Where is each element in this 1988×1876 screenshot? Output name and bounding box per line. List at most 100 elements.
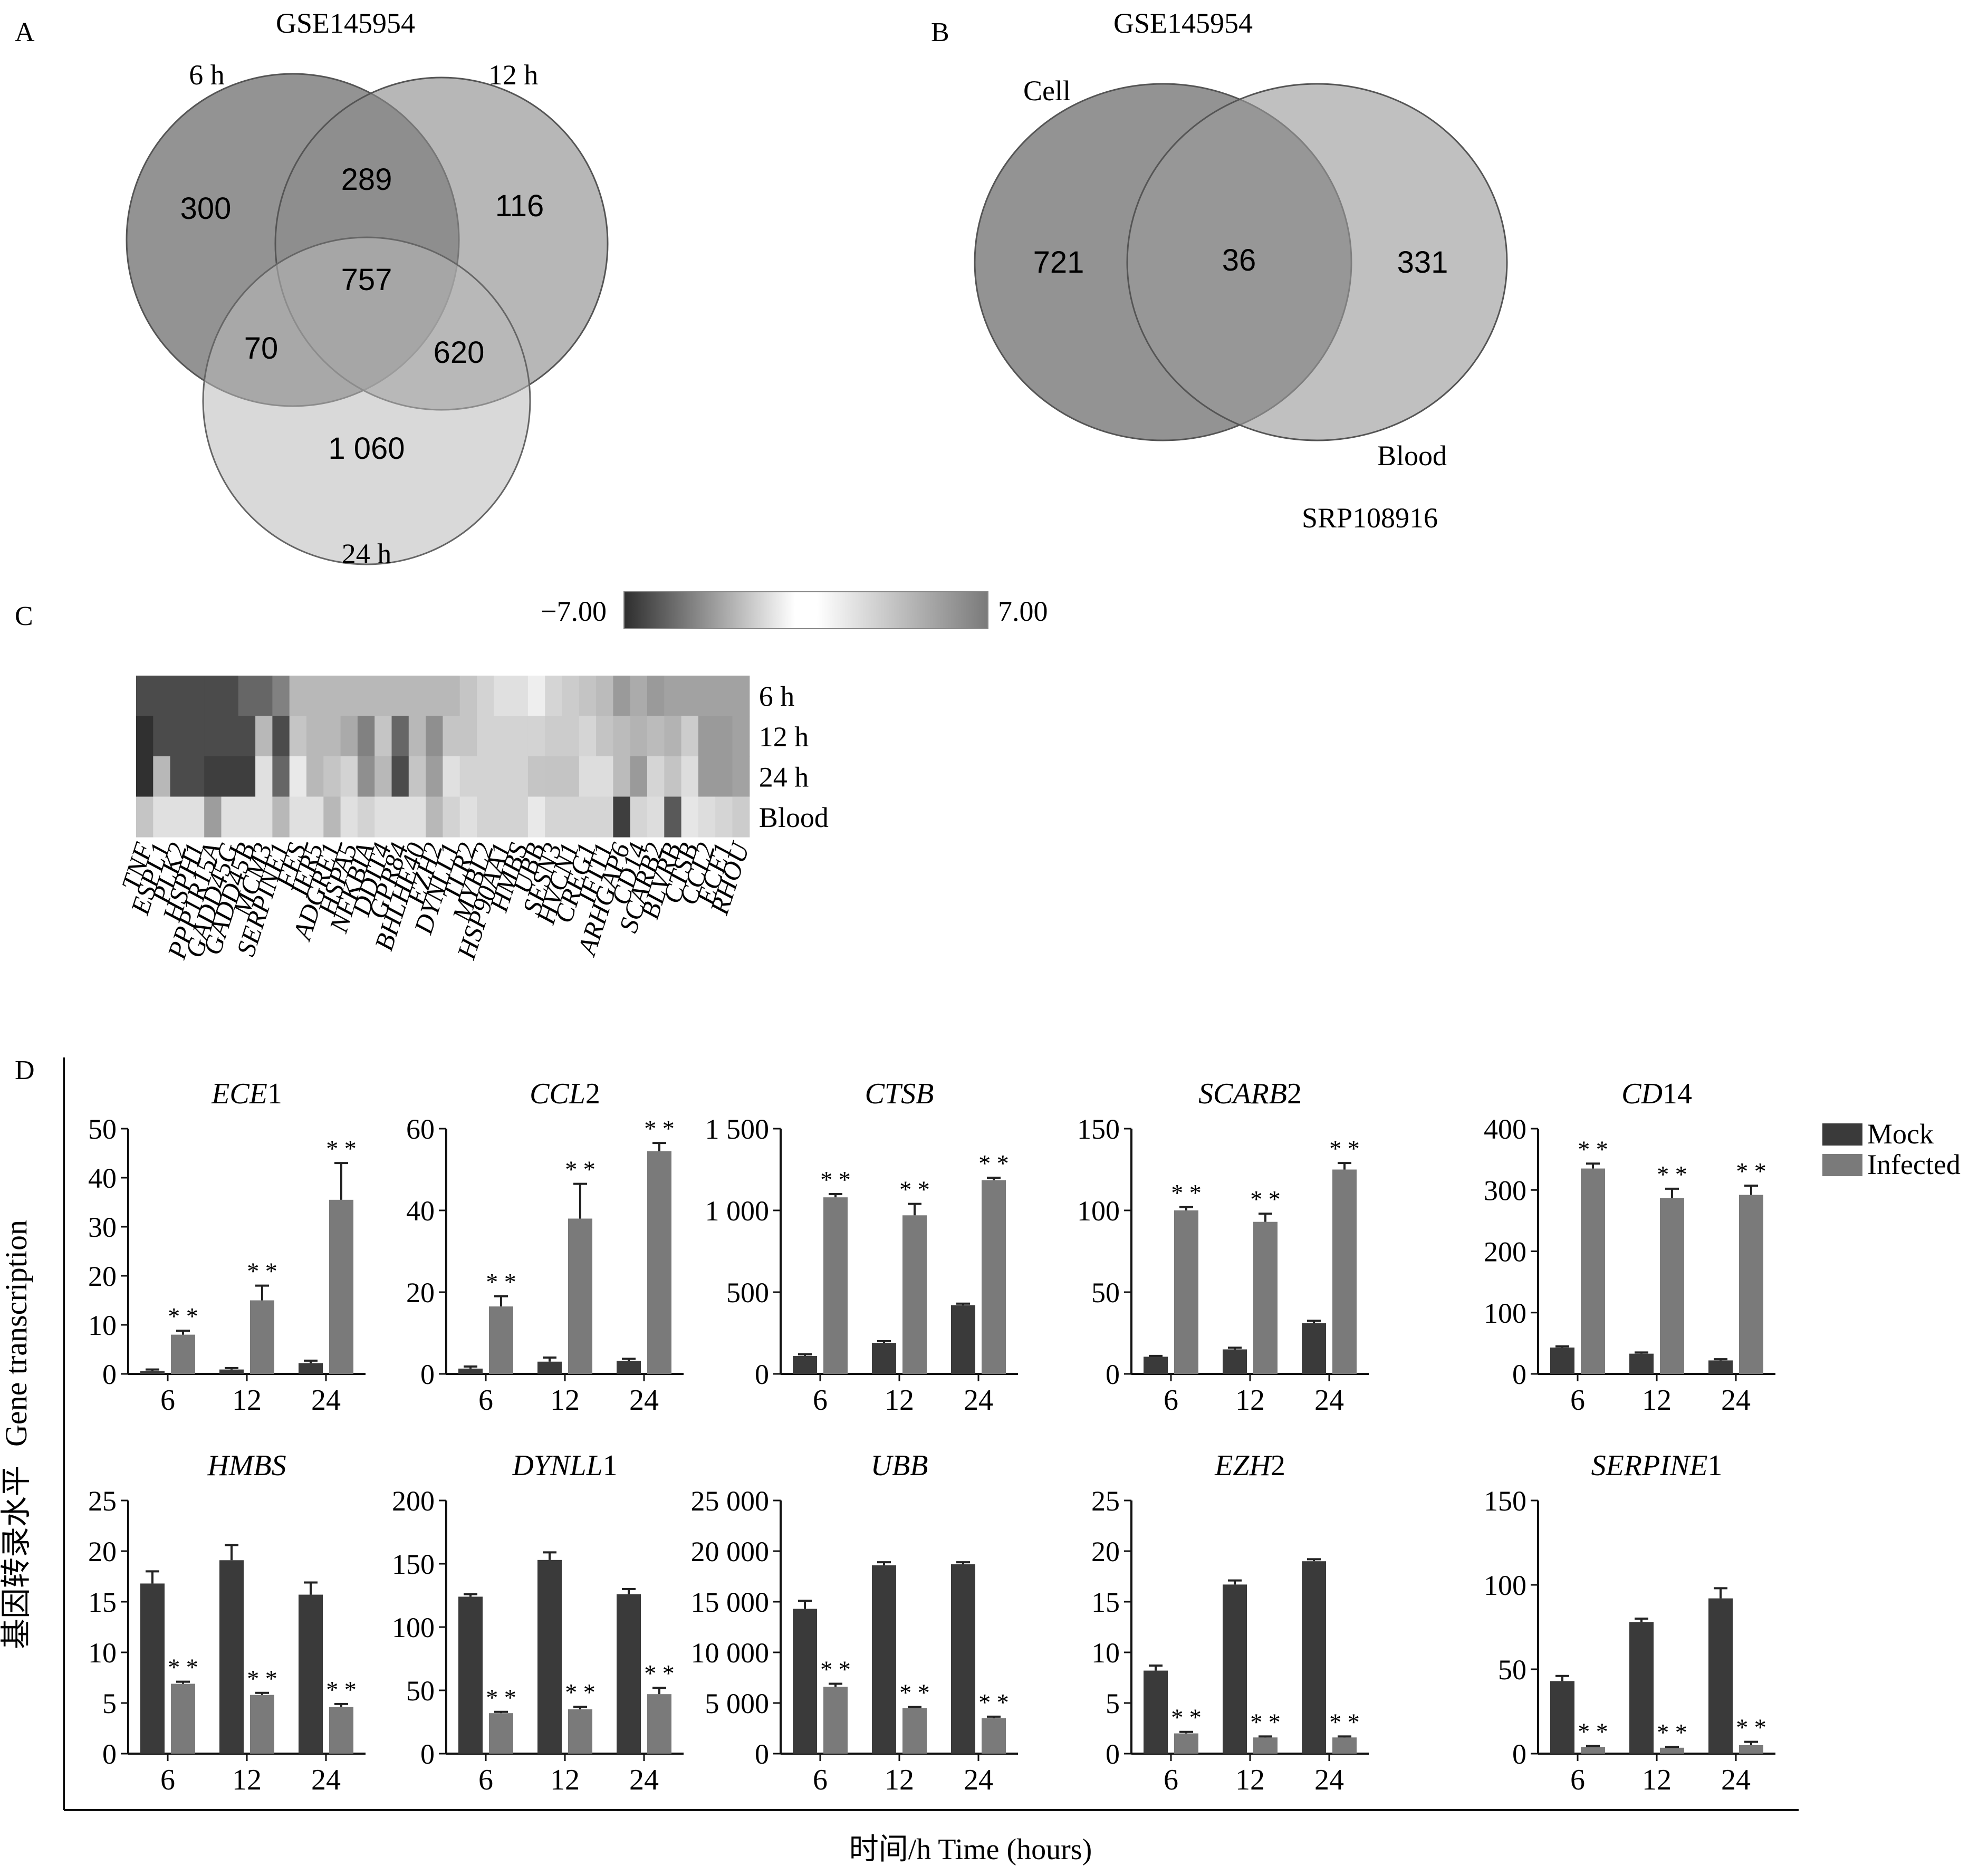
significance-marker: * * [820,1166,851,1193]
bar-chart: DYNLL1 0 50 100 150 200 6 * * 12 * * 24 * * [392,1449,684,1796]
heatmap-cell [255,676,273,717]
heatmap-cells [136,676,750,838]
heatmap-cell [289,796,307,838]
significance-marker: * * [978,1689,1009,1716]
heatmap-cell [459,716,477,757]
significance-marker: * * [326,1135,357,1162]
heatmap-cell [357,676,375,717]
heatmap-cell [306,796,324,838]
bar-mock [219,1560,244,1754]
y-tick-label: 0 [1512,1359,1526,1390]
bar-mock [617,1361,641,1374]
x-tick-label: 24 [311,1764,341,1796]
heatmap-cell [272,796,290,838]
heatmap-cell [698,676,716,717]
heatmap-cell [391,676,409,717]
venn-b-ellipse-blood [1126,83,1508,441]
venn-a-label-24h: 24 h [342,538,392,570]
bar-mock [1144,1357,1168,1374]
bar-chart: SERPINE1 0 50 100 150 6 * * 12 * * 24 * * [1484,1449,1775,1796]
bar-mock [1629,1622,1654,1754]
heatmap-cell [511,796,529,838]
bar-mock [1629,1353,1654,1374]
bar-mock [458,1368,483,1374]
bar-chart-title: UBB [871,1449,928,1482]
significance-marker: * * [899,1176,930,1203]
venn-a-region-only-12h: 116 [495,189,544,223]
x-tick-label: 24 [1721,1764,1751,1796]
heatmap-row-label: 24 h [759,761,809,793]
heatmap-row-label: 12 h [759,721,809,753]
x-tick-label: 6 [1164,1764,1178,1796]
y-tick-label: 50 [88,1113,117,1145]
venn-b-region-blood: 331 [1397,245,1448,280]
heatmap-cell [272,756,290,797]
heatmap-cell [732,716,750,757]
bar-chart: HMBS 0 5 10 15 20 25 6 * * 12 * * 24 * * [88,1449,366,1796]
x-tick-label: 24 [1314,1384,1344,1417]
y-tick-label: 60 [406,1113,435,1145]
significance-marker: * * [486,1684,516,1711]
heatmap-cell [187,716,205,757]
legend-swatch-mock [1822,1123,1862,1146]
bar-chart-title: DYNLL1 [512,1449,617,1482]
significance-marker: * * [1250,1186,1281,1213]
heatmap-cell [238,716,256,757]
y-tick-label: 150 [1077,1113,1120,1145]
heatmap-cell [494,676,512,717]
bar-chart: CD14 0 100 200 300 400 6 * * 12 * * 24 * * [1484,1078,1775,1417]
x-tick-label: 12 [232,1384,262,1417]
heatmap-cell [136,756,153,797]
bar-infected [1332,1169,1357,1374]
x-tick-label: 12 [1235,1384,1265,1417]
y-tick-label: 0 [420,1738,435,1770]
heatmap-cell [477,756,494,797]
heatmap-cell [715,676,733,717]
heatmap-cell [204,796,222,838]
panel-d-letter: D [15,1055,35,1085]
bar-infected [1581,1747,1605,1754]
bar-chart-title: HMBS [207,1449,286,1482]
y-tick-label: 0 [420,1359,435,1390]
significance-marker: * * [1171,1704,1202,1731]
x-tick-label: 12 [885,1764,914,1796]
heatmap-cell [153,756,171,797]
bar-chart-title: EZH2 [1214,1449,1285,1482]
venn-a-region-only-6h: 300 [180,191,232,226]
bar-infected [1739,1745,1763,1754]
significance-marker: * * [247,1258,277,1285]
significance-marker: * * [326,1676,357,1703]
heatmap-cell [715,796,733,838]
significance-marker: * * [247,1665,277,1692]
x-tick-label: 12 [550,1764,580,1796]
significance-marker: * * [1250,1708,1281,1735]
heatmap-cell [664,716,682,757]
bar-infected [902,1215,927,1374]
heatmap-cell [715,756,733,797]
heatmap-cell [136,796,153,838]
bar-chart-title: CTSB [865,1078,934,1110]
bar-mock [793,1355,817,1374]
x-tick-label: 24 [311,1384,341,1417]
legend-swatch-infected [1822,1154,1862,1176]
bar-mock [140,1583,165,1754]
heatmap-cell [238,756,256,797]
heatmap-cell [374,756,392,797]
heatmap-cell [357,796,375,838]
heatmap-cell [732,796,750,838]
y-tick-label: 5 [1106,1688,1120,1719]
y-tick-label: 10 [88,1310,117,1341]
bar-mock [872,1565,896,1754]
bar-chart: CCL2 0 20 40 60 6 * * 12 * * 24 * * [406,1078,684,1417]
heatmap-cell [698,716,716,757]
heatmap-cell [647,756,665,797]
y-tick-label: 0 [102,1359,117,1390]
bar-mock [1708,1598,1733,1754]
y-tick-label: 25 [1091,1485,1120,1517]
heatmap-cell [272,716,290,757]
heatmap-cell [426,716,443,757]
y-tick-label: 100 [392,1612,435,1643]
bar-chart: SCARB2 0 50 100 150 6 * * 12 * * 24 * * [1077,1078,1369,1417]
venn-b: B GSE145954 Cell Blood SRP108916 721 36 … [931,7,1508,534]
bar-infected [489,1306,513,1374]
